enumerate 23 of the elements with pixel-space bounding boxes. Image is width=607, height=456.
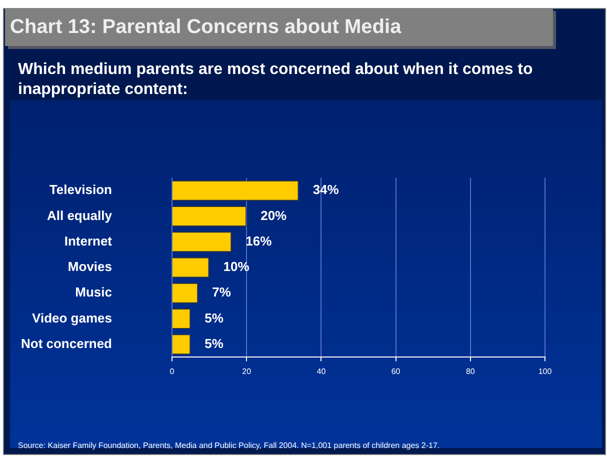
- y-tick-label: Internet: [64, 233, 113, 248]
- x-tick-label: 80: [466, 367, 476, 376]
- y-tick-label: Not concerned: [20, 336, 112, 351]
- y-tick-label: Movies: [68, 259, 112, 274]
- x-tick-label: 20: [242, 367, 252, 376]
- chart-subtitle: Which medium parents are most concerned about when it comes to inappropriate content:: [18, 60, 534, 100]
- y-tick-label: Television: [49, 182, 112, 198]
- data-label: 5%: [204, 336, 224, 351]
- x-tick-label: 100: [538, 367, 552, 376]
- data-label: 34%: [312, 182, 340, 198]
- data-label: 20%: [260, 208, 288, 223]
- y-tick-label: All equally: [46, 208, 113, 223]
- data-label: 5%: [204, 310, 224, 326]
- chart-title: Chart 13: Parental Concerns about Media: [5, 8, 553, 46]
- data-label: 10%: [223, 259, 250, 274]
- y-tick-label: Video games: [32, 310, 112, 326]
- y-tick-label: Music: [75, 284, 112, 300]
- source-note: Source: Kaiser Family Foundation, Parents, Media and Public Policy, Fall 2004. N=1,001 parents of children ages 2-17.: [18, 441, 440, 450]
- x-tick-label: 0: [170, 367, 175, 376]
- x-tick-label: 40: [316, 367, 326, 376]
- data-label: 16%: [246, 233, 272, 248]
- x-tick-label: 60: [391, 367, 401, 376]
- data-label: 7%: [212, 284, 232, 300]
